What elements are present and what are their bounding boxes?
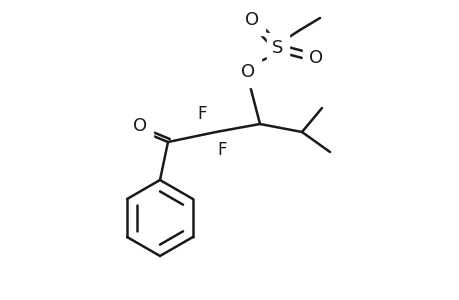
Text: O: O [244, 11, 258, 29]
Text: F: F [197, 105, 206, 123]
Text: O: O [308, 49, 322, 67]
Text: F: F [217, 141, 226, 159]
Text: S: S [272, 39, 283, 57]
Text: O: O [241, 63, 254, 81]
Text: O: O [133, 117, 147, 135]
